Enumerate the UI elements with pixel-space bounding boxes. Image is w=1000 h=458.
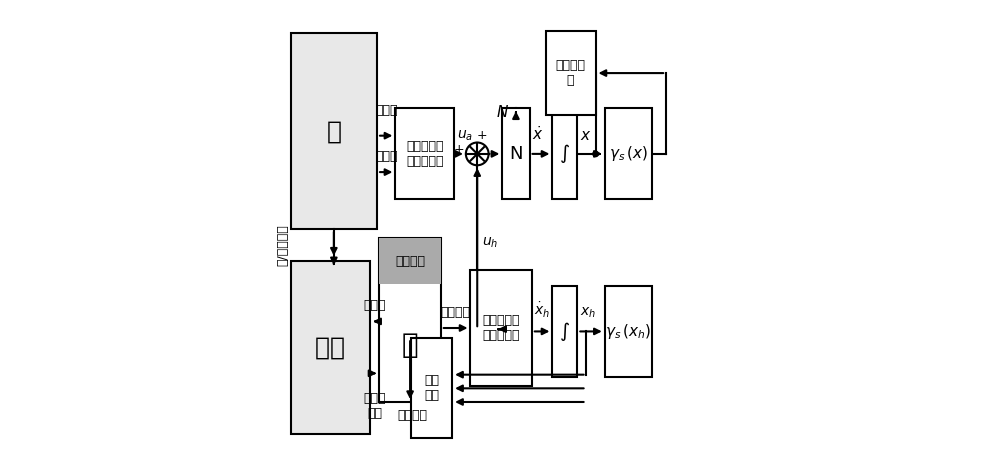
Text: ∫: ∫ <box>560 144 570 164</box>
FancyBboxPatch shape <box>291 33 377 229</box>
Text: 触觉提示: 触觉提示 <box>397 409 427 422</box>
Text: $\dot{x}$: $\dot{x}$ <box>532 125 543 142</box>
Circle shape <box>466 142 489 165</box>
Text: 视/听觉反馈: 视/听觉反馈 <box>277 224 290 266</box>
Text: 🤖: 🤖 <box>326 119 341 143</box>
Text: N: N <box>509 145 523 163</box>
Text: $x$: $x$ <box>580 127 591 142</box>
Text: $N$: $N$ <box>496 104 509 120</box>
Text: 兴趣点: 兴趣点 <box>375 150 397 163</box>
FancyBboxPatch shape <box>470 270 532 386</box>
Text: 操纵员
的力: 操纵员 的力 <box>364 392 386 420</box>
Text: 🕹️: 🕹️ <box>402 331 418 359</box>
Text: 机器人自主
路径规划器: 机器人自主 路径规划器 <box>406 140 444 168</box>
Text: 🧑‍💻: 🧑‍💻 <box>315 335 345 360</box>
Text: $u_h$: $u_h$ <box>482 235 498 250</box>
Text: 混合滤波
器: 混合滤波 器 <box>556 59 586 87</box>
Text: 构型向量: 构型向量 <box>441 306 471 319</box>
FancyBboxPatch shape <box>552 109 577 199</box>
Text: $\gamma_s\,(x_h)$: $\gamma_s\,(x_h)$ <box>605 322 652 341</box>
Text: 操纵手柄: 操纵手柄 <box>395 255 425 267</box>
FancyBboxPatch shape <box>502 109 530 199</box>
Text: 力反馈: 力反馈 <box>364 300 386 312</box>
Circle shape <box>593 151 598 157</box>
Text: $\gamma_s\,(x)$: $\gamma_s\,(x)$ <box>609 144 648 164</box>
Text: +: + <box>454 143 464 156</box>
FancyBboxPatch shape <box>411 338 452 438</box>
FancyBboxPatch shape <box>395 109 454 199</box>
FancyBboxPatch shape <box>379 238 441 284</box>
FancyBboxPatch shape <box>552 286 577 377</box>
FancyBboxPatch shape <box>605 286 652 377</box>
FancyBboxPatch shape <box>291 261 370 434</box>
Text: 操纵员引导
路径规划器: 操纵员引导 路径规划器 <box>482 314 520 342</box>
Text: 触觉
反馈: 触觉 反馈 <box>424 374 439 402</box>
Text: ∫: ∫ <box>560 322 570 341</box>
Text: $u_a$: $u_a$ <box>457 128 473 142</box>
Text: $\dot{x}_h$: $\dot{x}_h$ <box>534 301 550 320</box>
FancyBboxPatch shape <box>379 238 441 402</box>
FancyBboxPatch shape <box>546 31 596 115</box>
Text: +: + <box>476 129 487 142</box>
Text: $x_h$: $x_h$ <box>580 305 596 320</box>
FancyBboxPatch shape <box>605 109 652 199</box>
Text: 障碍物: 障碍物 <box>375 104 397 117</box>
